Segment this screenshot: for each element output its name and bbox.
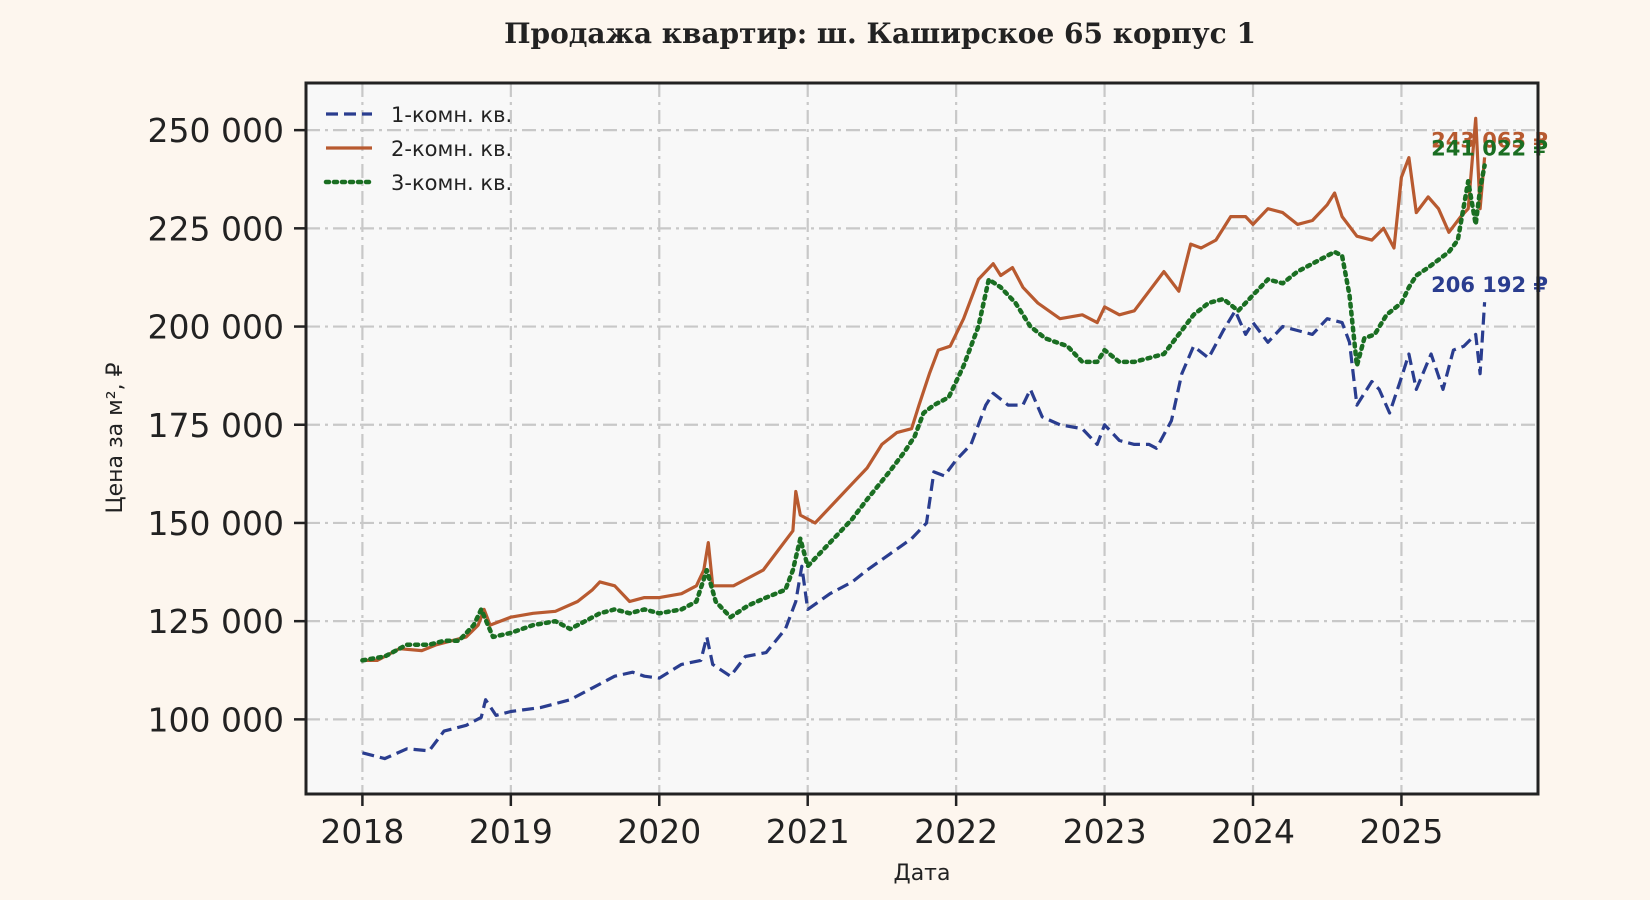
x-axis-ticks: 2018 2019 2020 2021 2022 2023 2024 2025	[320, 794, 1443, 851]
series-line-1	[361, 302, 1487, 761]
end-labels: 206 192 ₽ 243 063 ₽241 022 ₽	[1431, 128, 1548, 297]
y-tick-label: 100 000	[148, 700, 284, 739]
x-tick-label: 2018	[320, 812, 404, 851]
series-lines	[360, 116, 1487, 761]
y-axis-label: Цена за м², ₽	[103, 362, 128, 513]
legend: 1-комн. кв. 2-комн. кв. 3-комн. кв.	[323, 103, 512, 195]
plot-frame	[304, 81, 1540, 796]
x-tick-label: 2019	[469, 812, 553, 851]
x-tick-label: 2022	[914, 812, 998, 851]
x-axis-label: Дата	[894, 861, 951, 886]
y-tick-label: 125 000	[148, 602, 284, 641]
legend-label-1: 1-комн. кв.	[391, 103, 512, 127]
chart-title: Продажа квартир: ш. Каширское 65 корпус …	[504, 17, 1256, 50]
series-line-2	[362, 116, 1487, 662]
end-value-label-2: 243 063 ₽	[1431, 128, 1548, 152]
y-tick-label: 250 000	[148, 111, 284, 150]
y-tick-label: 150 000	[148, 504, 284, 543]
x-tick-label: 2023	[1063, 812, 1147, 851]
legend-label-3: 3-комн. кв.	[391, 171, 512, 195]
series-line-3	[360, 163, 1487, 663]
x-tick-label: 2021	[766, 812, 850, 851]
end-value-label-1: 206 192 ₽	[1431, 273, 1548, 297]
x-tick-label: 2020	[617, 812, 701, 851]
x-tick-label: 2024	[1211, 812, 1295, 851]
x-tick-label: 2025	[1359, 812, 1443, 851]
grid-lines	[306, 83, 1538, 794]
y-axis-ticks: 100 000 125 000 150 000 175 000 200 000 225 0…	[148, 111, 306, 739]
y-tick-label: 175 000	[148, 406, 284, 445]
legend-label-2: 2-комн. кв.	[391, 137, 512, 161]
end-value-label-3: 241 022 ₽	[1431, 136, 1548, 160]
y-tick-label: 200 000	[148, 308, 284, 347]
y-tick-label: 225 000	[148, 209, 284, 248]
